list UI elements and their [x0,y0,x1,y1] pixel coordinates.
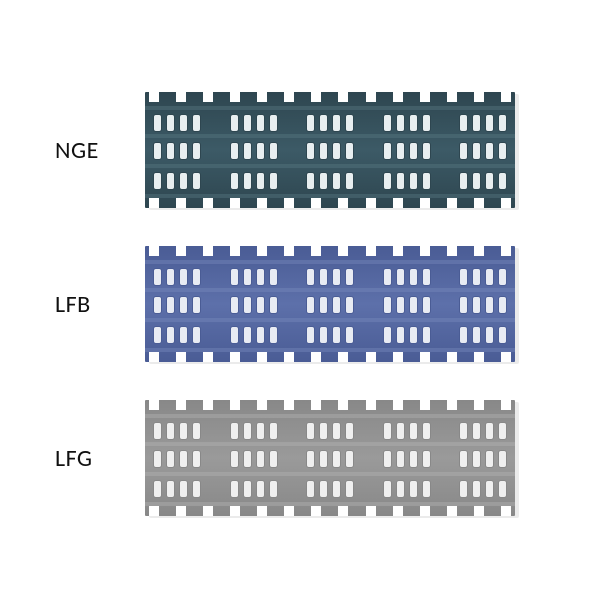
swatch-tile [145,400,515,516]
swatch-item-lfg: LFG [55,400,515,516]
swatch-label: LFG [55,444,145,473]
swatch-tile [145,246,515,362]
swatch-tile [145,92,515,208]
swatch-label: LFB [55,290,145,319]
swatch-item-nge: NGE [55,92,515,208]
swatch-label: NGE [55,136,145,165]
swatch-item-lfb: LFB [55,246,515,362]
